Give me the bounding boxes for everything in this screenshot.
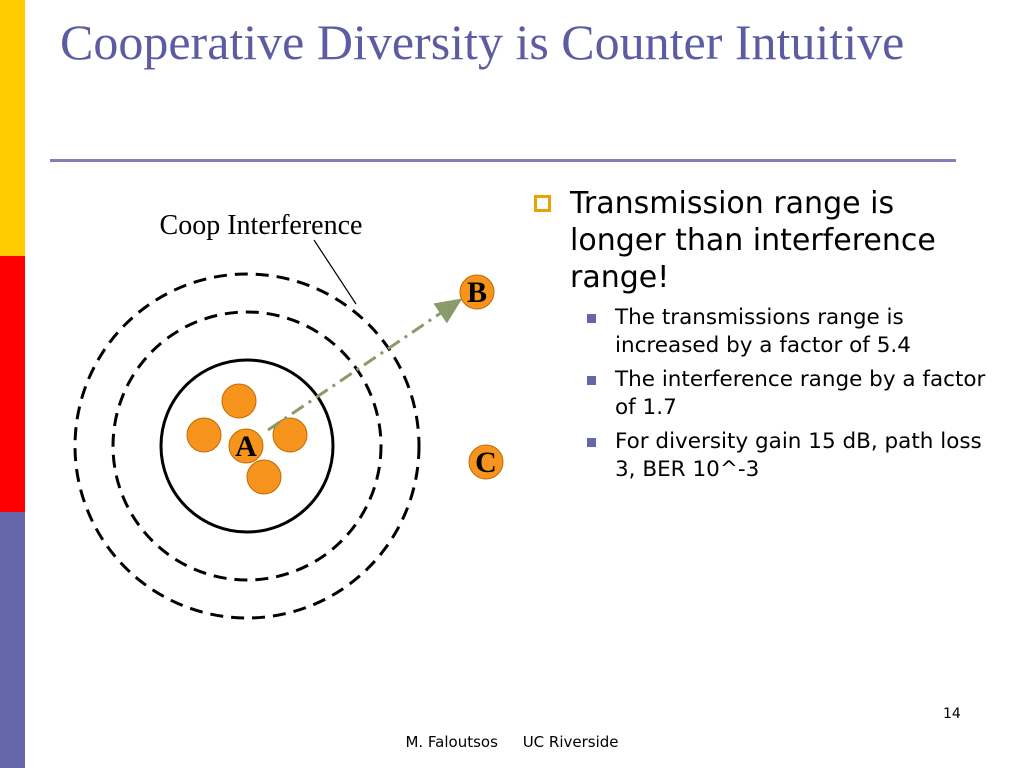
square-bullet-icon [587,376,596,385]
outer-range-circle [73,272,421,620]
footer-author: M. Faloutsos [405,733,498,751]
coop-interference-label: Coop Interference [160,210,363,241]
cluster-node-top [221,383,257,419]
sub-bullet-text: The interference range by a factor of 1.… [615,367,986,420]
slide-title: Cooperative Diversity is Counter Intuiti… [60,14,905,70]
cluster-circle [159,358,335,534]
square-bullet-icon [587,314,596,323]
sidebar-accent [0,0,25,768]
bullet-list: Transmission range is longer than interf… [530,185,990,490]
cluster-node-right [272,417,308,453]
sub-bullet: For diversity gain 15 dB, path loss 3, B… [530,428,990,484]
sub-bullet: The interference range by a factor of 1.… [530,366,990,422]
hollow-square-bullet-icon [534,195,551,212]
slide-number: 14 [943,706,961,722]
sub-bullet-list: The transmissions range is increased by … [530,304,990,484]
main-bullet: Transmission range is longer than interf… [530,185,990,296]
title-divider [50,159,956,162]
transmission-arrow [267,298,463,432]
sub-bullet-text: For diversity gain 15 dB, path loss 3, B… [615,429,982,482]
sidebar-band-red [0,256,25,512]
node-c [468,444,504,480]
cluster-node-bottom [246,459,282,495]
sub-bullet-text: The transmissions range is increased by … [615,305,911,358]
sub-bullet: The transmissions range is increased by … [530,304,990,360]
node-a [228,428,264,464]
node-a-label: A [235,430,257,463]
node-b-label: B [467,276,487,309]
interference-range-circle [111,310,383,582]
footer-institution: UC Riverside [522,733,619,751]
sidebar-band-yellow [0,0,25,256]
footer: M. Faloutsos UC Riverside [0,733,1024,751]
cluster-node-left [186,417,222,453]
node-c-label: C [475,446,497,479]
square-bullet-icon [587,438,596,447]
callout-line [313,239,357,305]
main-bullet-text: Transmission range is longer than interf… [570,186,936,295]
node-b [459,274,495,310]
sidebar-band-blue [0,512,25,768]
